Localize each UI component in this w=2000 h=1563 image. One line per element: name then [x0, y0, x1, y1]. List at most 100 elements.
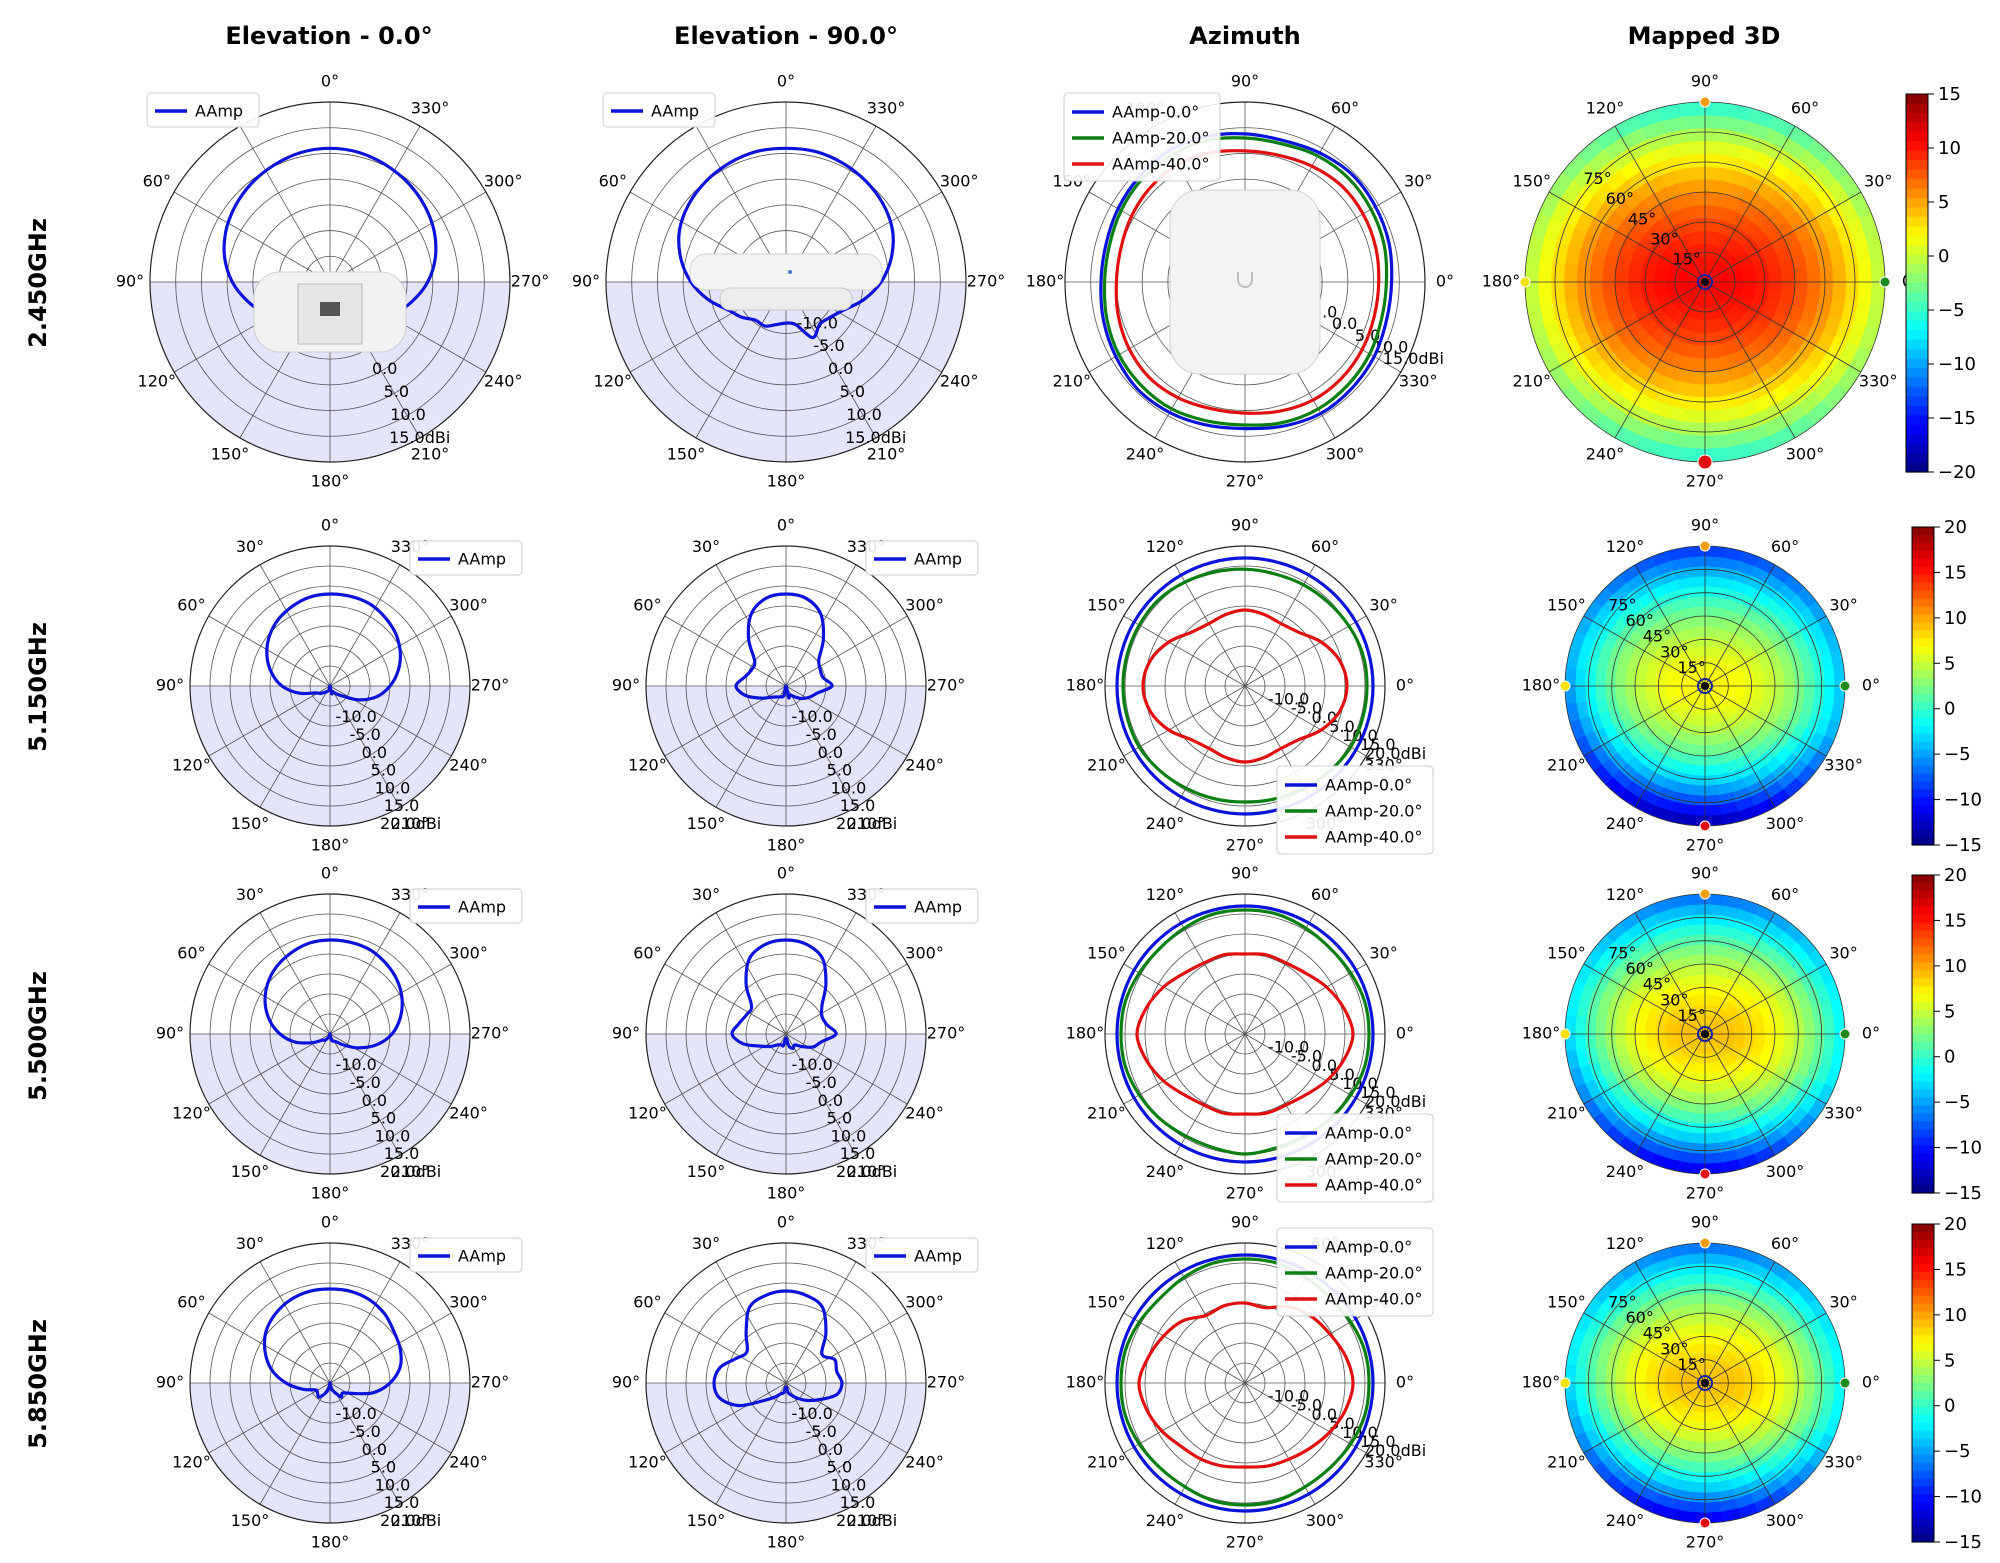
r0c2-angle-label-0: 0°	[1436, 272, 1454, 291]
r1c3-colorbar-segment	[1912, 654, 1934, 663]
r1c3-angle-label-300: 300°	[1766, 814, 1805, 833]
r0c3-edge-marker-0	[1879, 276, 1891, 288]
r0c3-grid-spoke	[1614, 125, 1706, 283]
r2c3-colorbar-tick-label--5: −5	[1944, 1092, 1971, 1113]
r2c3-colorbar-tick-label-5: 5	[1944, 1001, 1955, 1022]
r2c3-heatmap-cell	[1584, 1033, 1597, 1051]
r2c3-colorbar-segment	[1912, 1034, 1934, 1043]
r3c2-angle-label-210: 210°	[1087, 1453, 1126, 1472]
r2c3-heatmap-cell	[1783, 1021, 1796, 1035]
r3c3-colorbar-tick-label-10: 10	[1944, 1305, 1967, 1326]
r3c3-angle-label-240: 240°	[1606, 1511, 1645, 1530]
r2c3-colorbar-segment	[1912, 1065, 1934, 1075]
r2c3-elevation-label-75: 75°	[1608, 943, 1636, 962]
r2c3-colorbar-segment	[1912, 1121, 1934, 1130]
r0c3-angle-label-330: 330°	[1859, 372, 1898, 391]
r2c0-radial-tick--5-0: -5.0	[350, 1073, 381, 1092]
r3c2-radial-tick-20-0dBi: 20.0dBi	[1365, 1441, 1426, 1460]
r0c3-colorbar-segment	[1906, 349, 1928, 360]
chart-mapped-3d-5-500ghz: 0° 30° 60° 90° 120° 150° 180° 210° 240° 270° 300° 3…	[1522, 864, 1982, 1205]
r2c0-grid-spoke	[329, 912, 401, 1035]
r1c3-angle-label-180: 180°	[1522, 676, 1561, 695]
r1c3-heatmap-cell	[1704, 764, 1718, 777]
r3c1-angle-label-270: 270°	[927, 1373, 966, 1392]
r1c3-heatmap-cell	[1687, 555, 1706, 568]
r1c3-colorbar-segment	[1912, 542, 1934, 552]
r0c3-angle-label-30: 30°	[1864, 172, 1892, 191]
r3c0-angle-label-0: 0°	[321, 1213, 339, 1232]
r0c3-colorbar-segment	[1906, 424, 1928, 435]
r0c3-colorbar-segment	[1906, 377, 1928, 388]
r0c3-heatmap-cell	[1781, 269, 1796, 283]
r0c3-colorbar-segment	[1906, 103, 1928, 114]
r3c2-angle-label-180: 180°	[1066, 1373, 1105, 1392]
r0c1-radial-tick--5-0: -5.0	[813, 336, 844, 355]
r1c2-angle-label-240: 240°	[1146, 814, 1185, 833]
r0c3-heatmap-cell	[1704, 178, 1719, 194]
r1c1-angle-label-240: 240°	[905, 756, 944, 775]
r2c1-radial-tick--10-0: -10.0	[791, 1055, 832, 1074]
r1c3-colorbar-segment	[1912, 638, 1934, 647]
r1c3-heatmap-cell	[1690, 784, 1706, 797]
r2c3-heatmap-cell	[1574, 1033, 1587, 1052]
r3c3-heatmap-cell	[1614, 1370, 1627, 1384]
r2c3-colorbar-segment	[1912, 1129, 1934, 1138]
r0c2-series-AAmp-20-0	[1102, 136, 1389, 427]
r1c1-radial-tick-0-0: 0.0	[818, 743, 843, 762]
r0c0-radial-tick-0-0: 0.0	[372, 359, 397, 378]
r2c0-radial-tick-10-0: 10.0	[375, 1126, 411, 1145]
r3c2-legend-label-AAmp-40-0: AAmp-40.0°	[1325, 1290, 1422, 1309]
r0c3-colorbar-tick-label--20: −20	[1938, 462, 1976, 483]
r1c3-heatmap-cell	[1594, 685, 1607, 701]
r2c3-colorbar-segment	[1912, 1105, 1934, 1115]
r0c3-center-dot	[1701, 278, 1709, 286]
r0c0-grid-spoke	[329, 125, 421, 283]
r1c3-heatmap-cell	[1823, 685, 1836, 704]
r0c3-heatmap-cell	[1687, 396, 1706, 411]
r1c2-grid-spoke	[1244, 685, 1367, 757]
r1c3-heatmap-cell	[1803, 671, 1816, 687]
r1c3-heatmap-cell	[1644, 677, 1656, 687]
r3c3-angle-label-120: 120°	[1606, 1234, 1645, 1253]
r1c3-colorbar-tick-label-15: 15	[1944, 562, 1967, 583]
r1c2-angle-label-150: 150°	[1087, 596, 1126, 615]
r2c3-colorbar-segment	[1912, 938, 1934, 948]
r0c3-heatmap-cell	[1844, 281, 1860, 303]
r2c0-grid-spoke	[208, 1033, 331, 1105]
r1c2-legend-label-AAmp-0-0: AAmp-0.0°	[1325, 776, 1412, 795]
r0c3-heatmap-cell	[1781, 281, 1796, 295]
r0c1-angle-label-330: 330°	[867, 98, 906, 117]
r0c3-colorbar-segment	[1906, 415, 1928, 426]
r0c3-heatmap-cell	[1704, 409, 1724, 424]
r0c3-angle-label-150: 150°	[1513, 172, 1552, 191]
r3c3-colorbar-segment	[1912, 1430, 1934, 1440]
r3c3-colorbar-segment	[1912, 1526, 1934, 1535]
r0c3-colorbar-segment	[1906, 188, 1928, 199]
r0c3-grid-spoke	[1704, 281, 1862, 373]
r1c1-angle-label-60: 60°	[633, 596, 661, 615]
r2c3-colorbar-segment	[1912, 1018, 1934, 1027]
r2c3-heatmap-cell	[1604, 1020, 1617, 1035]
r2c3-colorbar-tick-label--15: −15	[1944, 1183, 1982, 1204]
r3c3-angle-label-0: 0°	[1862, 1373, 1880, 1392]
r0c1-angle-label-90: 90°	[572, 272, 600, 291]
r3c1-radial-tick--10-0: -10.0	[791, 1404, 832, 1423]
r2c0-legend-frame	[409, 888, 523, 924]
r1c3-angle-label-330: 330°	[1824, 756, 1863, 775]
r1c3-heatmap-cell	[1698, 725, 1706, 737]
r0c3-grid-spoke	[1614, 281, 1706, 439]
r1c3-heatmap-cell	[1813, 669, 1826, 687]
r1c3-colorbar-segment	[1912, 678, 1934, 687]
r1c3-heatmap-cell	[1594, 671, 1607, 687]
r2c1-outer-ring	[645, 893, 927, 1175]
r2c3-angle-label-210: 210°	[1547, 1104, 1586, 1123]
r1c0-angle-label-120: 120°	[172, 756, 211, 775]
r1c3-heatmap-cell	[1704, 565, 1722, 578]
chart-azimuth-5-850ghz: 0°30°60°90°120°150°180°210°240°270°300°3…	[1066, 1213, 1434, 1552]
r0c2-product-housing	[1169, 189, 1321, 375]
r1c3-heatmap-cell	[1614, 673, 1627, 687]
r3c3-angle-label-90: 90°	[1691, 1213, 1719, 1232]
r3c3-angle-label-330: 330°	[1824, 1453, 1863, 1472]
r3c0-legend: AAmp	[409, 1237, 523, 1273]
r1c3-colorbar-tick-label--15: −15	[1944, 835, 1982, 856]
